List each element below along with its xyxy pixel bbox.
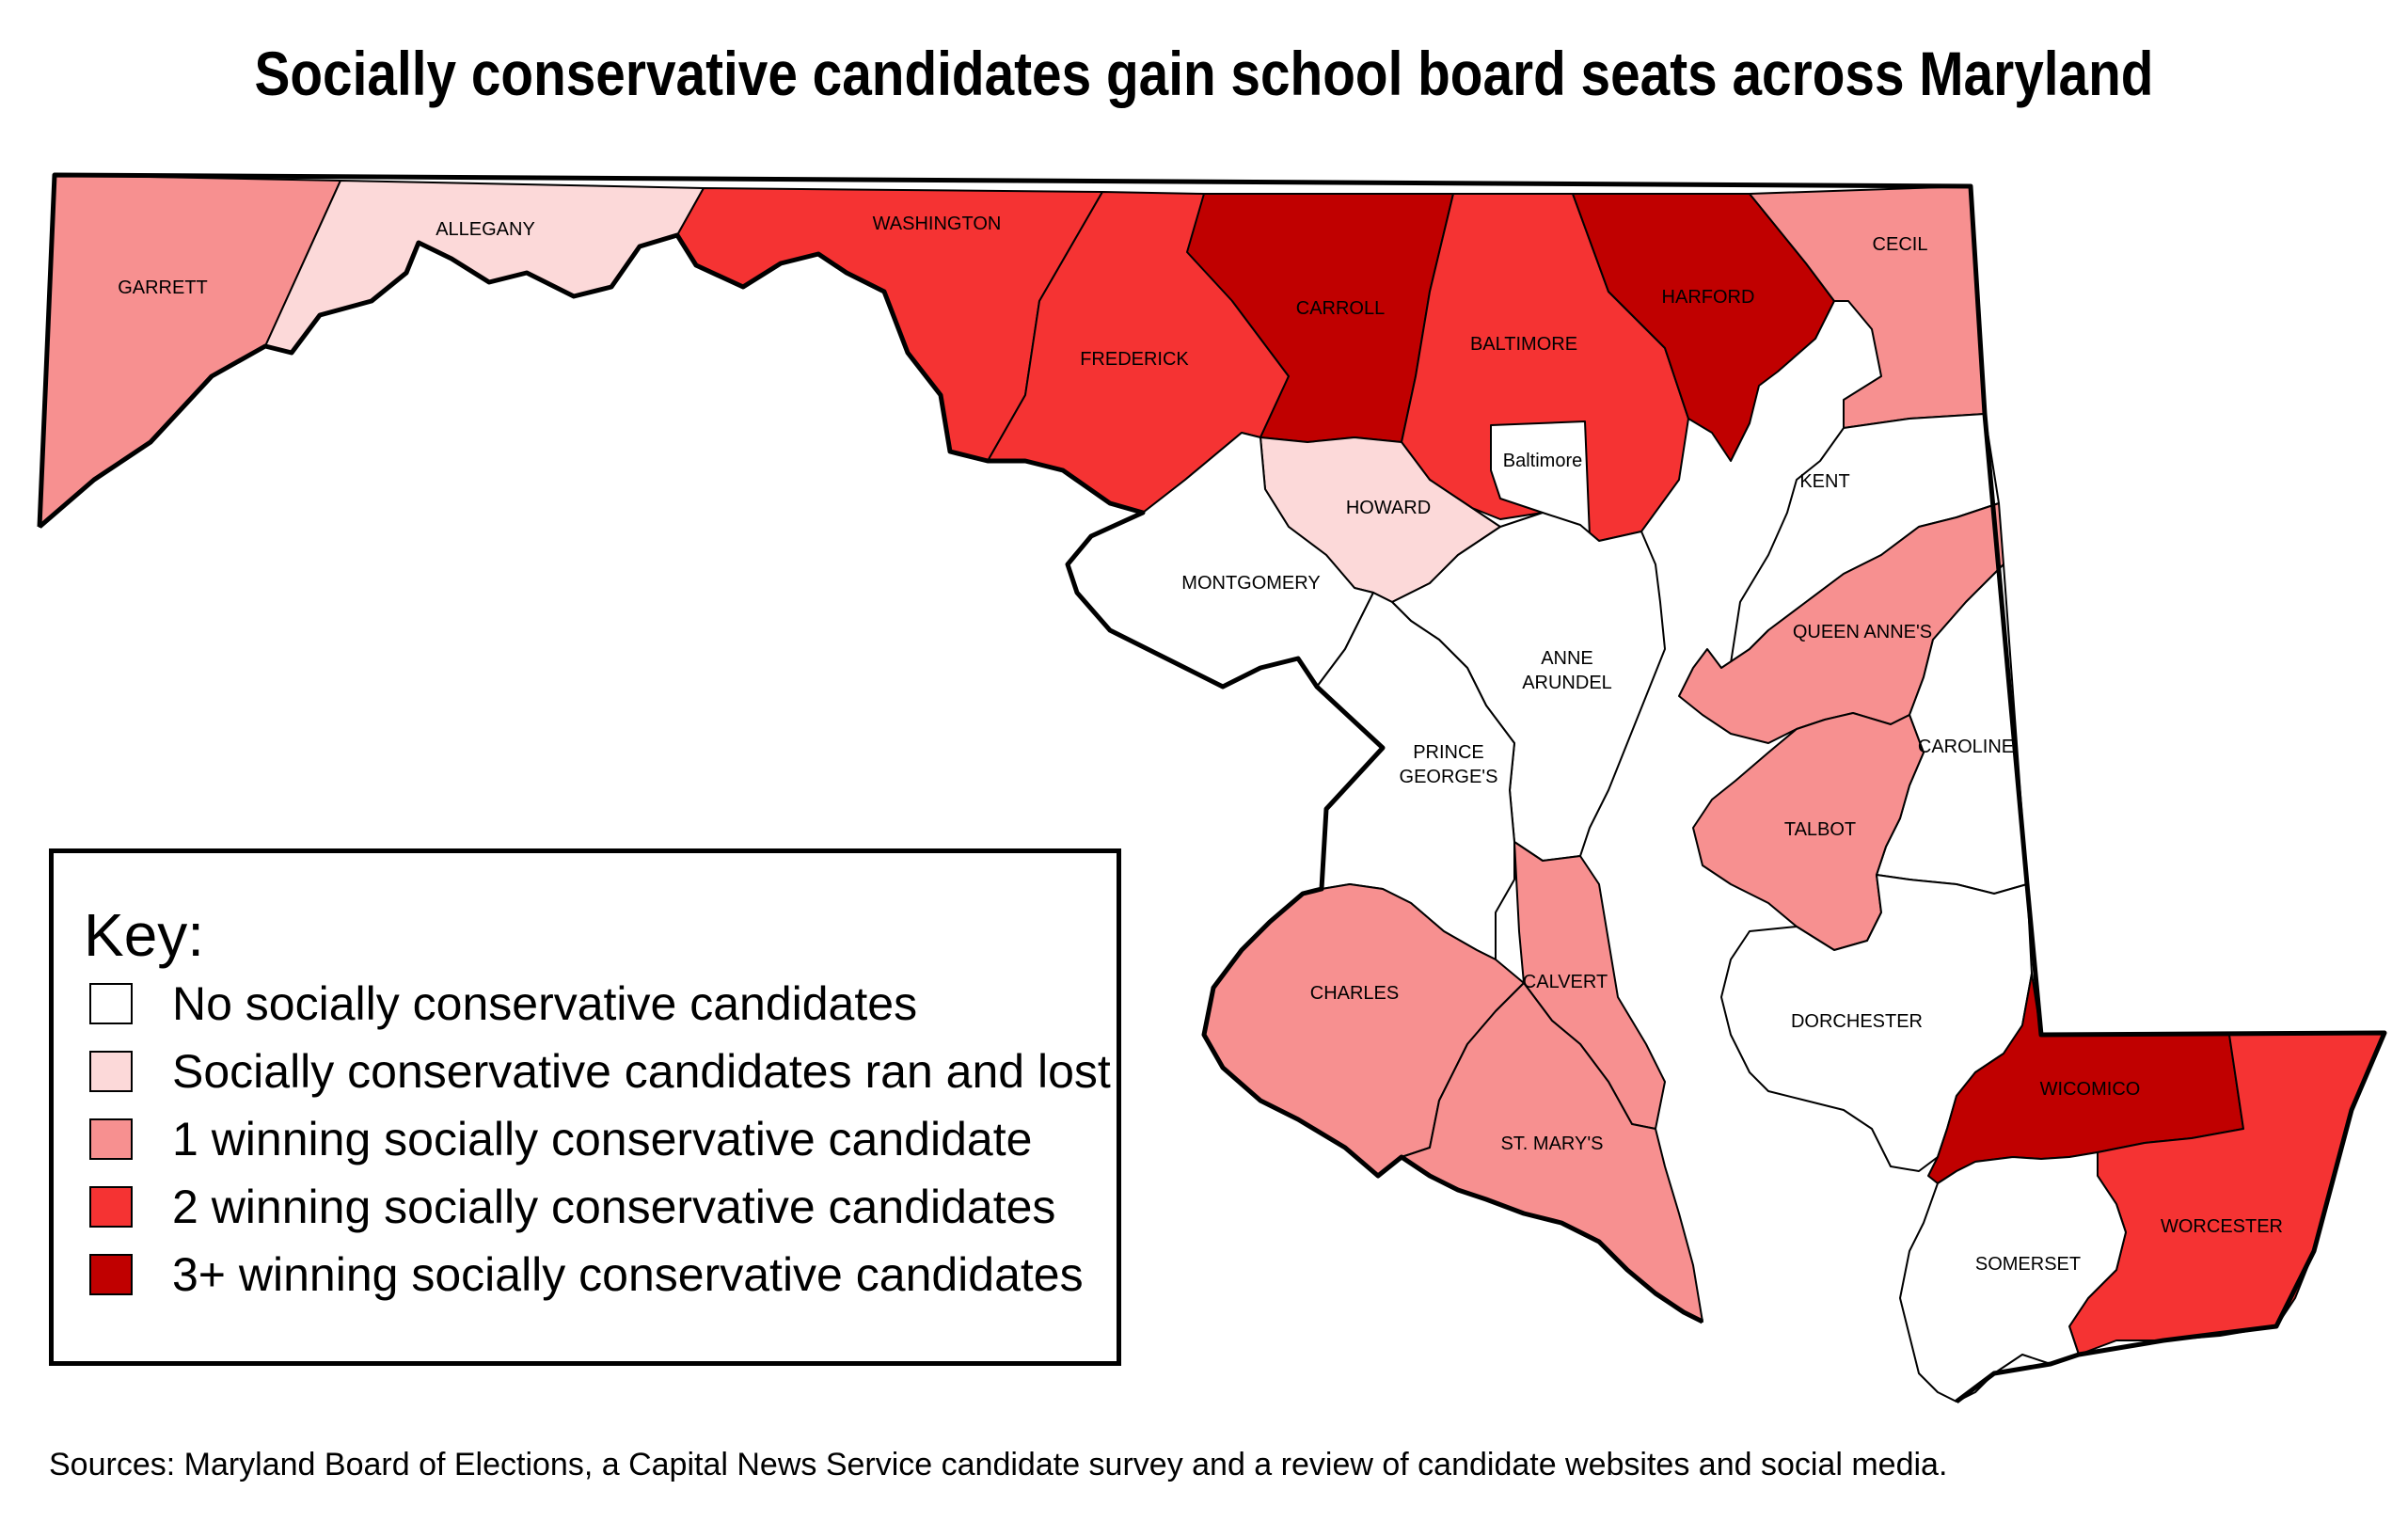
- legend-box: Key: No socially conservative candidates…: [49, 848, 1121, 1366]
- label-prince-georges-line2: GEORGE'S: [1400, 767, 1498, 787]
- legend-label-one: 1 winning socially conservative candidat…: [172, 1113, 1033, 1165]
- county-somerset[interactable]: [1899, 1151, 2127, 1403]
- legend-item-one: 1 winning socially conservative candidat…: [89, 1111, 1032, 1167]
- legend-item-two: 2 winning socially conservative candidat…: [89, 1179, 1055, 1235]
- state-border-potomac: [38, 232, 1704, 1324]
- label-worcester: WORCESTER: [2161, 1216, 2283, 1237]
- legend-item-three-plus: 3+ winning socially conservative candida…: [89, 1246, 1084, 1303]
- label-garrett: GARRETT: [118, 277, 208, 298]
- legend-swatch-ran-lost: [89, 1051, 133, 1092]
- label-talbot: TALBOT: [1784, 819, 1856, 840]
- map-title: Socially conservative candidates gain sc…: [254, 39, 2154, 108]
- label-queen-annes: QUEEN ANNE'S: [1793, 622, 1932, 642]
- label-somerset: SOMERSET: [1975, 1254, 2081, 1275]
- legend-swatch-one: [89, 1118, 133, 1160]
- label-baltimore-county: BALTIMORE: [1470, 334, 1577, 355]
- label-howard: HOWARD: [1346, 498, 1431, 518]
- label-frederick: FREDERICK: [1080, 349, 1189, 370]
- state-border-north: [37, 172, 2387, 1403]
- label-baltimore-city: Baltimore: [1503, 451, 1582, 471]
- label-caroline: CAROLINE: [1918, 737, 2014, 757]
- label-wicomico: WICOMICO: [2040, 1079, 2141, 1100]
- label-kent: KENT: [1799, 471, 1849, 492]
- legend-title: Key:: [84, 901, 205, 969]
- label-calvert: CALVERT: [1523, 972, 1608, 992]
- label-harford: HARFORD: [1662, 287, 1755, 308]
- legend-label-none: No socially conservative candidates: [172, 977, 918, 1030]
- label-anne-arundel-line1: ANNE: [1541, 648, 1593, 669]
- label-charles: CHARLES: [1310, 983, 1399, 1004]
- legend-label-two: 2 winning socially conservative candidat…: [172, 1181, 1056, 1233]
- label-montgomery: MONTGOMERY: [1181, 573, 1320, 594]
- label-st-marys: ST. MARY'S: [1500, 1134, 1603, 1154]
- legend-swatch-none: [89, 983, 133, 1024]
- legend-item-none: No socially conservative candidates: [89, 975, 917, 1032]
- label-anne-arundel-line2: ARUNDEL: [1522, 673, 1612, 693]
- legend-label-ran-lost: Socially conservative candidates ran and…: [172, 1045, 1111, 1098]
- county-allegany[interactable]: [264, 180, 705, 354]
- label-allegany: ALLEGANY: [436, 219, 535, 240]
- label-washington: WASHINGTON: [873, 214, 1002, 234]
- legend-swatch-three-plus: [89, 1254, 133, 1295]
- label-prince-georges-line1: PRINCE: [1413, 742, 1484, 763]
- label-dorchester: DORCHESTER: [1791, 1011, 1923, 1032]
- legend-swatch-two: [89, 1186, 133, 1228]
- legend-label-three-plus: 3+ winning socially conservative candida…: [172, 1248, 1084, 1301]
- source-note: Sources: Maryland Board of Elections, a …: [49, 1447, 1948, 1482]
- legend-item-ran-lost: Socially conservative candidates ran and…: [89, 1043, 1111, 1100]
- label-cecil: CECIL: [1873, 234, 1928, 255]
- label-carroll: CARROLL: [1296, 298, 1385, 319]
